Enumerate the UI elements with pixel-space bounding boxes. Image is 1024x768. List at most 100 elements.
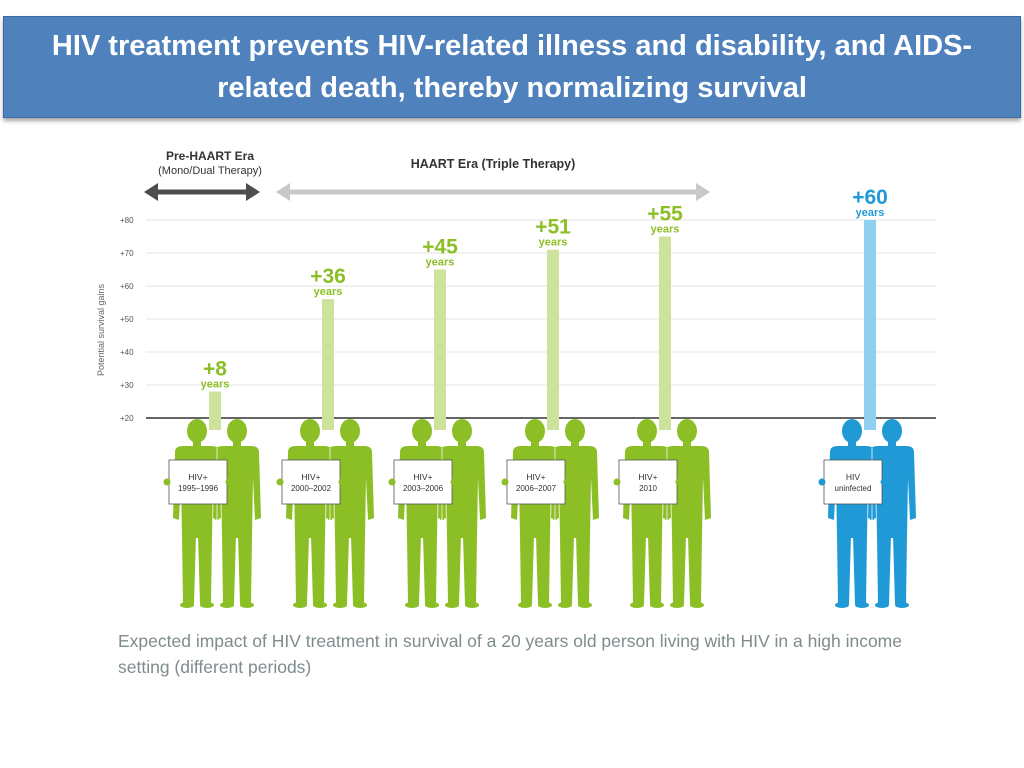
person-neck (571, 440, 579, 448)
person-leg (407, 536, 421, 604)
bar-unit-label: years (651, 224, 680, 236)
pre-haart-arrow (144, 183, 260, 201)
sign-line1: HIV+ (526, 472, 545, 482)
person-head (227, 419, 247, 443)
sign-board (393, 459, 453, 505)
person-leg (463, 536, 477, 604)
person-head (452, 419, 472, 443)
person-neck (683, 440, 691, 448)
survival-bar (209, 391, 221, 430)
survival-chart: Pre-HAART Era (Mono/Dual Therapy) HAART … (90, 140, 950, 620)
person-foot (313, 602, 327, 608)
haart-label: HAART Era (Triple Therapy) (411, 157, 576, 171)
person-leg (576, 536, 590, 604)
bar-value-label: +60 (852, 186, 888, 209)
person-leg (335, 536, 349, 604)
survival-bar (547, 249, 559, 430)
y-tick-label: +60 (120, 282, 134, 291)
y-tick-label: +40 (120, 348, 134, 357)
sign-hand (501, 478, 509, 486)
person-head (412, 419, 432, 443)
person-neck (643, 440, 651, 448)
sign-board (618, 459, 678, 505)
bar-unit-label: years (426, 257, 455, 269)
person-foot (558, 602, 572, 608)
person-head (300, 419, 320, 443)
person-foot (240, 602, 254, 608)
person-neck (888, 440, 896, 448)
person-pair: HIV+ 2003–2006 (388, 419, 486, 608)
sign-hand (880, 478, 888, 486)
bar-layer: +8years+36years+45years+51years+55years+… (201, 186, 888, 430)
grid-layer: +20 +30 +40 +50 +60 +70 +80 (120, 216, 936, 423)
person-pair: HIV+ 2010 (613, 419, 711, 608)
person-head (637, 419, 657, 443)
person-leg (877, 536, 891, 604)
slide-title: HIV treatment prevents HIV-related illne… (51, 30, 973, 104)
bar-unit-label: years (314, 286, 343, 298)
sign-hand (818, 478, 826, 486)
person-pair: HIV+ 2000–2002 (276, 419, 374, 608)
person-foot (353, 602, 367, 608)
y-tick-label: +70 (120, 249, 134, 258)
y-tick-label: +80 (120, 216, 134, 225)
person-foot (445, 602, 459, 608)
sign-hand (338, 478, 346, 486)
sign-board (823, 459, 883, 505)
sign-line1: HIV+ (188, 472, 207, 482)
person-neck (458, 440, 466, 448)
person-leg (198, 536, 212, 604)
bar-unit-label: years (539, 237, 568, 249)
person-foot (200, 602, 214, 608)
sign-board (281, 459, 341, 505)
survival-bar (659, 236, 671, 430)
person-leg (520, 536, 534, 604)
person-leg (222, 536, 236, 604)
person-neck (531, 440, 539, 448)
sign-hand (276, 478, 284, 486)
person-leg (351, 536, 365, 604)
bar-value-label: +51 (535, 216, 571, 239)
bar-value-label: +45 (422, 236, 458, 259)
sign-board (168, 459, 228, 505)
person-leg (853, 536, 867, 604)
person-leg (311, 536, 325, 604)
pre-haart-label-1: Pre-HAART Era (166, 149, 254, 163)
person-leg (632, 536, 646, 604)
person-head (677, 419, 697, 443)
person-head (842, 419, 862, 443)
sign-hand (613, 478, 621, 486)
slide-caption: Expected impact of HIV treatment in surv… (118, 631, 902, 677)
sign-line1: HIV (846, 472, 861, 482)
person-leg (182, 536, 196, 604)
person-head (187, 419, 207, 443)
bar-value-label: +55 (647, 203, 683, 226)
person-foot (220, 602, 234, 608)
sign-hand (163, 478, 171, 486)
sign-hand (225, 478, 233, 486)
sign-hand (563, 478, 571, 486)
bar-unit-label: years (856, 207, 885, 219)
sign-hand (450, 478, 458, 486)
person-leg (893, 536, 907, 604)
bar-unit-label: years (201, 379, 230, 391)
sign-line1: HIV+ (638, 472, 657, 482)
person-head (525, 419, 545, 443)
survival-bar (434, 269, 446, 430)
person-leg (447, 536, 461, 604)
survival-bar (322, 299, 334, 430)
sign-line2: 2006–2007 (516, 484, 557, 493)
y-axis-label: Potential survival gains (96, 283, 106, 376)
sign-line2: 2000–2002 (291, 484, 332, 493)
person-head (340, 419, 360, 443)
sign-line2: uninfected (835, 484, 872, 493)
haart-arrow (276, 183, 710, 201)
sign-line2: 2003–2006 (403, 484, 444, 493)
person-neck (193, 440, 201, 448)
person-foot (855, 602, 869, 608)
sign-hand (675, 478, 683, 486)
person-foot (405, 602, 419, 608)
person-foot (465, 602, 479, 608)
chart-svg: Pre-HAART Era (Mono/Dual Therapy) HAART … (96, 149, 936, 608)
person-foot (578, 602, 592, 608)
